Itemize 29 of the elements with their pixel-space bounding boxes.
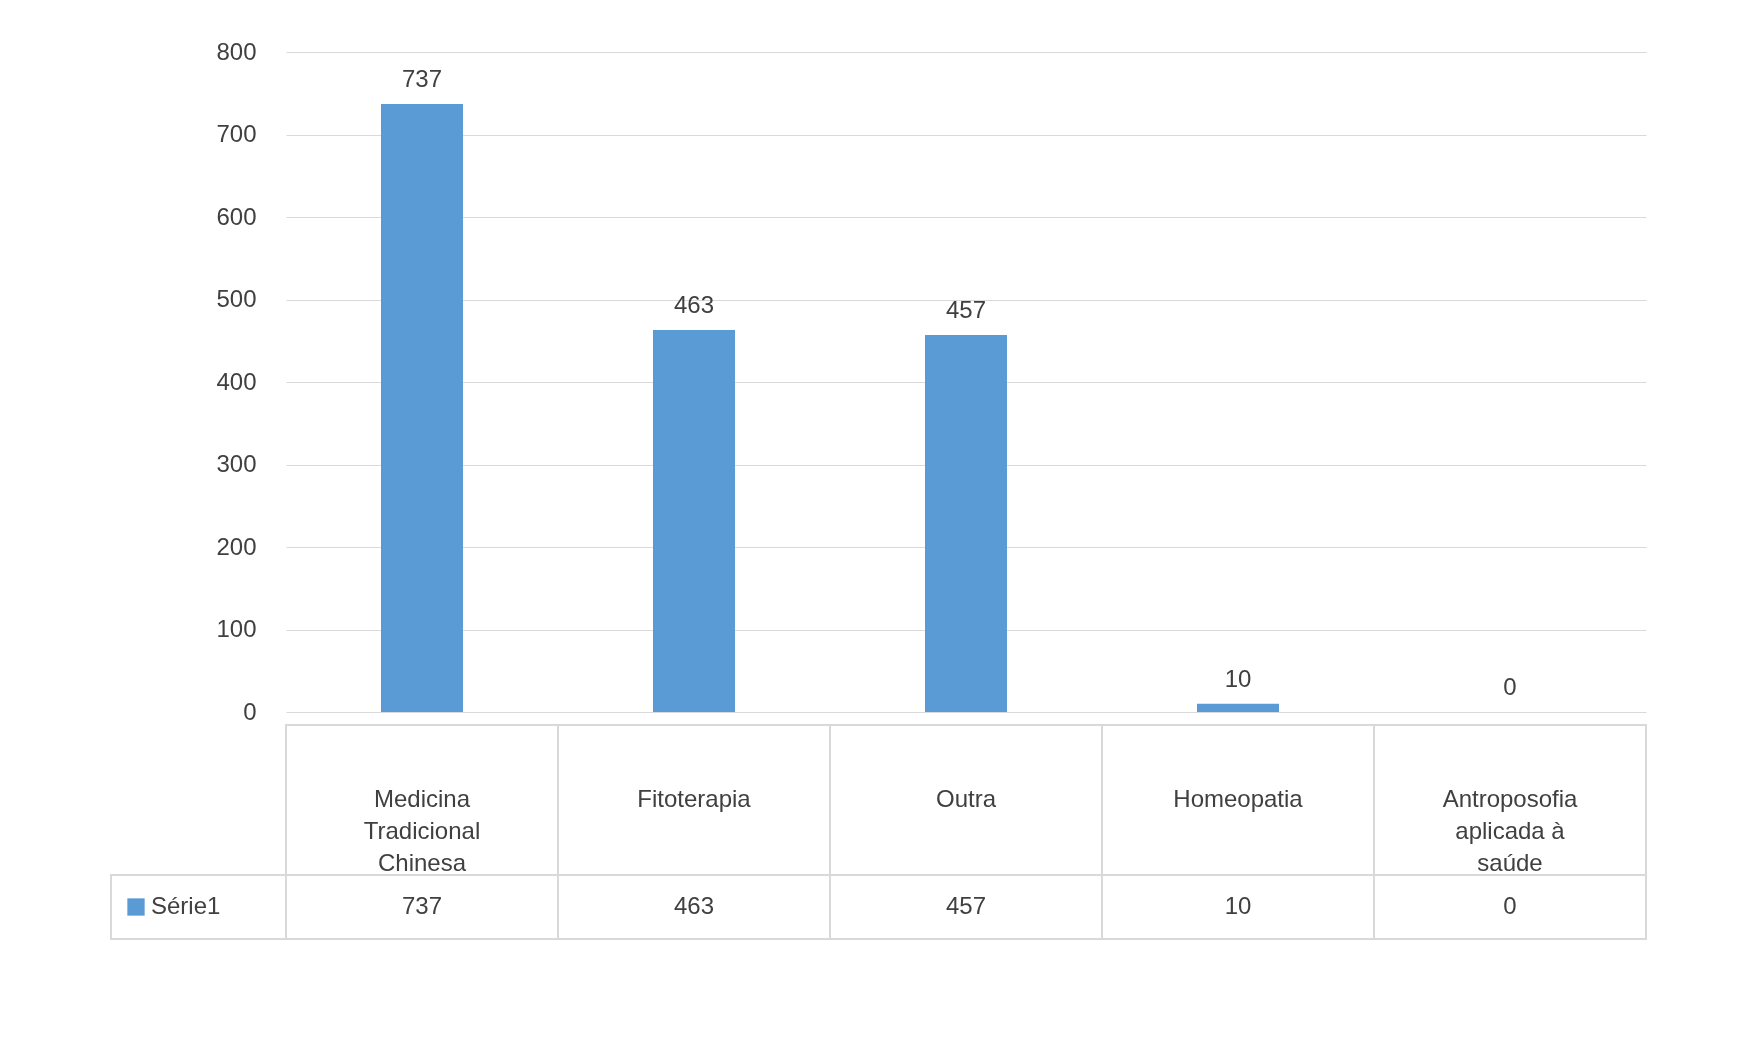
text: 10 xyxy=(1224,664,1252,692)
bar xyxy=(653,330,735,712)
bar xyxy=(925,334,1007,712)
text: 463 xyxy=(673,291,715,319)
legend-label: Série1 xyxy=(151,892,221,919)
y-tick-label: 400 xyxy=(216,367,257,395)
y-tick-label: 300 xyxy=(216,450,257,477)
data-label: 463 xyxy=(673,892,715,919)
data-label: 10 xyxy=(1224,892,1252,919)
bar xyxy=(1197,703,1279,712)
text: 457 xyxy=(945,295,987,323)
y-tick-label: 700 xyxy=(216,120,257,147)
text: 0 xyxy=(1503,673,1517,700)
x-tick-label: Medicina Tradicional Chinesa xyxy=(363,785,481,876)
text: 737 xyxy=(401,64,443,92)
data-label: 457 xyxy=(945,892,987,919)
x-tick-label: Outra xyxy=(935,785,997,812)
y-tick-label: 800 xyxy=(216,37,257,65)
x-tick-label: Antroposofia aplicada à saúde xyxy=(1442,785,1579,876)
data-label: 737 xyxy=(401,892,443,919)
x-tick-label: Fitoterapia xyxy=(637,785,752,812)
y-tick-label: 500 xyxy=(216,285,257,312)
y-tick-label: 100 xyxy=(216,615,257,642)
bar xyxy=(381,103,463,712)
y-tick-label: 0 xyxy=(243,697,257,725)
data-label: 0 xyxy=(1503,892,1517,919)
x-tick-label: Homeopatia xyxy=(1173,785,1304,812)
y-tick-label: 200 xyxy=(216,532,257,560)
y-tick-label: 600 xyxy=(216,202,257,230)
